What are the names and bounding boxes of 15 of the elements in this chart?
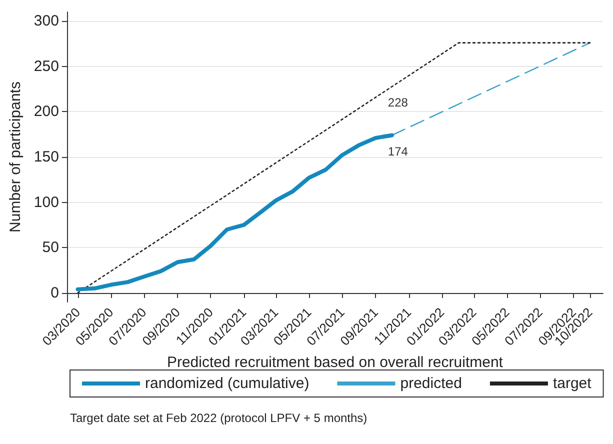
annotation: 228 (388, 95, 408, 110)
annotation: 174 (388, 144, 408, 158)
legend-label: predicted (400, 375, 462, 392)
y-tick-label: 150 (34, 148, 59, 166)
y-tick-label: 100 (34, 194, 59, 211)
y-tick-label: 250 (34, 58, 59, 75)
legend-label: randomized (cumulative) (145, 375, 310, 392)
y-tick-label: 200 (34, 103, 59, 120)
y-tick-label: 300 (34, 12, 59, 30)
text: Target date set at Feb 2022 (protocol LPFV + 5 months) (70, 411, 368, 425)
x-axis-title: Predicted recruitment based on overall recruitment (166, 354, 504, 371)
y-axis-title: Number of participants (7, 82, 24, 232)
legend-label: target (552, 375, 592, 392)
y-tick-label: 0 (50, 284, 59, 302)
y-tick-label: 50 (42, 239, 59, 256)
